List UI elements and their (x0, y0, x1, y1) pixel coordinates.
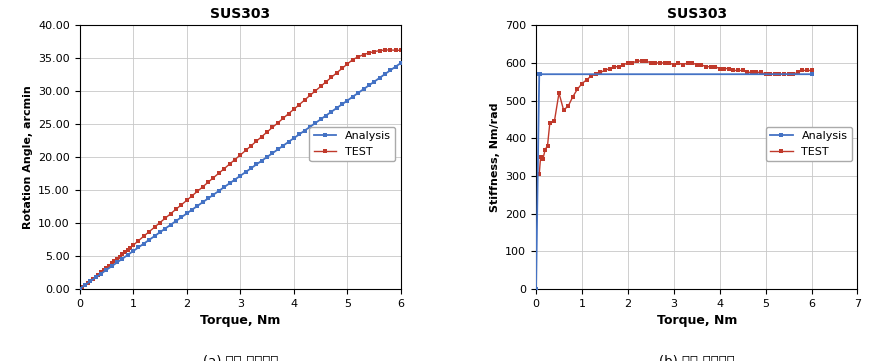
Analysis (534, 72, 545, 77)
TEST (668, 63, 679, 67)
TEST (802, 68, 812, 73)
TEST (342, 62, 353, 66)
TEST (230, 157, 240, 162)
Title: SUS303: SUS303 (210, 7, 271, 21)
TEST (806, 68, 817, 73)
Analysis (74, 287, 85, 291)
X-axis label: Torque, Nm: Torque, Nm (657, 314, 737, 327)
Legend: Analysis, TEST: Analysis, TEST (766, 126, 852, 161)
TEST (534, 172, 545, 176)
TEST (599, 68, 610, 73)
Analysis (139, 242, 149, 246)
TEST (77, 285, 88, 289)
Y-axis label: Stiffness, Nm/rad: Stiffness, Nm/rad (490, 102, 499, 212)
Line: TEST: TEST (80, 48, 403, 289)
TEST (120, 250, 131, 254)
Line: Analysis: Analysis (534, 73, 813, 291)
TEST (337, 66, 347, 70)
Analysis (187, 208, 197, 212)
Analysis (149, 234, 160, 238)
Analysis (535, 72, 545, 77)
Line: Analysis: Analysis (77, 61, 403, 291)
TEST (659, 61, 670, 65)
Text: (a) 토크-변형변위: (a) 토크-변형변위 (202, 355, 278, 361)
TEST (724, 66, 735, 71)
TEST (396, 48, 407, 52)
Analysis (267, 151, 278, 155)
TEST (609, 65, 620, 69)
Line: TEST: TEST (537, 59, 814, 176)
TEST (632, 59, 643, 63)
Text: (b) 토크-강성변화: (b) 토크-강성변화 (659, 355, 735, 361)
TEST (379, 48, 390, 52)
TEST (101, 266, 111, 270)
Y-axis label: Rotation Angle, arcmin: Rotation Angle, arcmin (22, 85, 33, 229)
Analysis (396, 61, 407, 65)
Legend: Analysis, TEST: Analysis, TEST (309, 126, 395, 161)
Analysis (353, 91, 363, 95)
Title: SUS303: SUS303 (667, 7, 727, 21)
TEST (139, 234, 149, 238)
Analysis (246, 166, 256, 170)
X-axis label: Torque, Nm: Torque, Nm (200, 314, 280, 327)
Analysis (530, 287, 541, 291)
Analysis (806, 72, 817, 77)
